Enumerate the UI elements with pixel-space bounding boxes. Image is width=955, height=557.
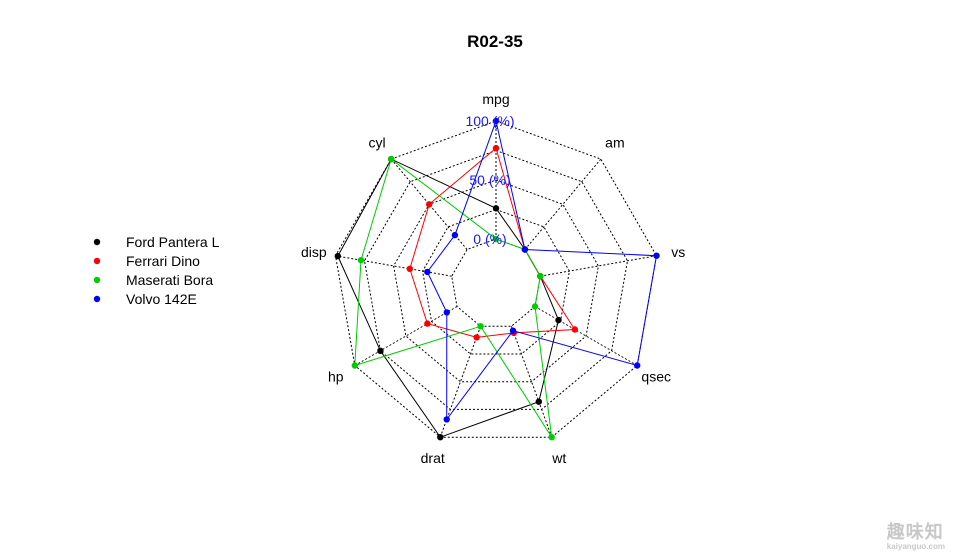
data-point [388,155,395,163]
data-point [473,334,480,341]
grid-ring [451,238,541,327]
grid-ring [334,120,658,438]
legend-label: Ford Pantera L [126,234,220,250]
axis-label-cyl: cyl [369,134,386,150]
data-point [535,398,542,405]
data-point [426,201,433,208]
data-point [492,235,500,243]
watermark-domain: kaiyanguo.com [886,542,945,551]
series-group [334,117,660,441]
data-point [492,144,500,152]
legend-marker [93,295,101,303]
data-point [424,320,431,327]
axis-label-wt: wt [551,450,566,466]
radar-grid [334,120,658,438]
series-line [426,119,658,421]
grid-spoke [524,158,602,250]
data-point [443,309,450,316]
legend-marker [93,238,101,246]
ring-labels: 0 (%) 50 (%) 100 (%) [465,113,514,247]
data-point [537,273,544,280]
legend-marker [93,257,101,265]
chart-title: R02-35 [467,32,523,51]
data-point [443,416,450,423]
axis-label-am: am [605,134,624,150]
data-point [571,326,578,333]
axis-label-mpg: mpg [482,91,509,107]
legend-label: Maserati Bora [126,272,213,288]
axis-label-qsec: qsec [641,369,671,385]
grid-spoke [540,255,657,277]
watermark-brand: 趣味知 [886,522,944,542]
data-point [634,362,641,369]
legend: Ford Pantera L Ferrari Dino Maserati Bora V… [93,234,220,307]
data-point [477,323,484,330]
legend-label: Volvo 142E [126,291,197,307]
data-point [531,303,539,310]
axis-label-vs: vs [671,244,685,260]
data-point [555,316,562,324]
data-point [334,252,341,260]
data-point [653,252,660,259]
data-point [492,117,500,125]
ring-label: 50 (%) [469,172,510,188]
axis-label-hp: hp [328,369,344,385]
ring-label: 0 (%) [473,231,506,247]
axis-label-drat: drat [421,450,445,466]
data-point [437,434,444,441]
watermark: 趣味知 kaiyanguo.com [887,518,945,551]
axis-label-disp: disp [301,244,327,260]
series-line [354,158,553,438]
data-point [521,246,529,253]
data-point [406,265,413,272]
ring-label: 100 (%) [465,113,514,129]
data-point [424,268,431,276]
legend-label: Ferrari Dino [126,253,200,269]
grid-spoke [354,306,458,366]
data-point [509,327,517,334]
data-point [548,434,555,441]
data-point [357,257,365,264]
legend-marker [93,276,101,284]
axis-labels: mpg am vs qsec wt drat hp disp cyl [301,91,685,466]
data-point [492,205,500,212]
data-point [377,347,384,354]
data-point [451,231,459,239]
grid-ring [393,179,599,383]
data-point [351,362,358,369]
grid-ring [363,149,629,410]
